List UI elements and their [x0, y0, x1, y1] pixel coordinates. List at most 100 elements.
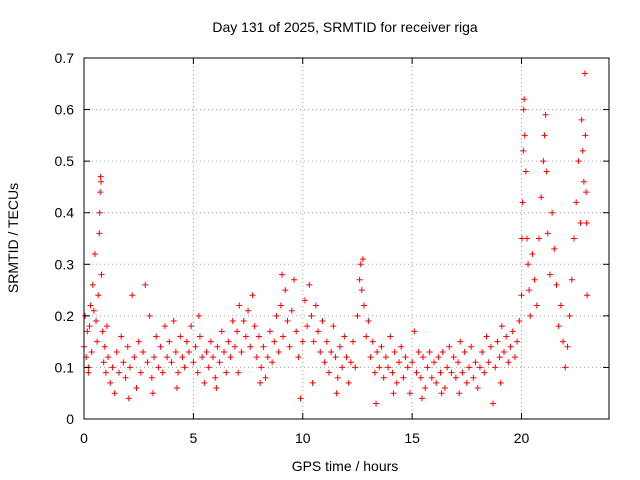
- data-point: [584, 292, 591, 299]
- data-point: [444, 364, 451, 371]
- data-point: [583, 220, 590, 227]
- data-point: [564, 343, 571, 350]
- data-point: [210, 354, 217, 361]
- data-point: [304, 323, 311, 330]
- data-point: [359, 256, 366, 263]
- data-point: [175, 369, 182, 376]
- data-point: [251, 323, 258, 330]
- data-point: [196, 333, 203, 340]
- data-point: [389, 369, 396, 376]
- axis-ticks: 0 0.1 0.2 0.3 0.4 0.5 0.6 0.7 0 5 10 15 20: [55, 50, 609, 446]
- data-point: [258, 364, 265, 371]
- data-point: [498, 323, 505, 330]
- data-point: [122, 374, 129, 381]
- data-point: [151, 354, 157, 361]
- data-point: [531, 276, 538, 283]
- data-point: [557, 302, 564, 309]
- data-point: [190, 359, 197, 366]
- data-point: [177, 333, 184, 340]
- data-point: [153, 333, 160, 340]
- data-point: [533, 302, 540, 309]
- data-point: [503, 333, 510, 340]
- data-point: [492, 364, 499, 371]
- data-point: [216, 359, 223, 366]
- data-point: [299, 338, 306, 345]
- data-point: [96, 209, 103, 216]
- data-point: [446, 343, 453, 350]
- data-point: [457, 338, 464, 345]
- data-point: [105, 354, 112, 361]
- data-point: [293, 328, 300, 335]
- data-point: [376, 364, 383, 371]
- data-point: [181, 364, 188, 371]
- data-point: [441, 385, 448, 392]
- data-point: [124, 343, 131, 350]
- data-point: [520, 106, 527, 113]
- data-point: [396, 359, 402, 366]
- data-point: [271, 338, 278, 345]
- data-point: [260, 343, 267, 350]
- data-point: [231, 343, 238, 350]
- data-point: [98, 178, 105, 185]
- data-point: [168, 359, 175, 366]
- data-point: [225, 338, 232, 345]
- data-point: [378, 343, 385, 350]
- data-point: [336, 343, 343, 350]
- chart-title: Day 131 of 2025, SRMTID for receiver rig…: [212, 19, 478, 35]
- data-point: [341, 333, 348, 340]
- y-axis-label: SRMTID / TECUs: [5, 183, 21, 293]
- data-point: [332, 354, 339, 361]
- data-point: [496, 354, 503, 361]
- data-point: [402, 354, 409, 361]
- data-point: [439, 348, 446, 355]
- data-point: [135, 338, 142, 345]
- data-point: [575, 158, 582, 165]
- data-point: [146, 312, 153, 319]
- data-point: [170, 318, 177, 325]
- data-point: [334, 374, 341, 381]
- data-point: [409, 359, 416, 366]
- data-point: [437, 369, 444, 376]
- data-point: [380, 374, 387, 381]
- y-tick-label: 0.7: [55, 50, 75, 66]
- data-point: [527, 312, 534, 319]
- data-point: [131, 354, 138, 361]
- data-point: [120, 359, 127, 366]
- data-point: [521, 96, 528, 103]
- data-point: [91, 250, 98, 257]
- data-point: [505, 359, 512, 366]
- data-point: [571, 235, 577, 242]
- data-point: [161, 323, 168, 330]
- data-point: [448, 369, 455, 376]
- data-point: [253, 354, 260, 361]
- data-point: [308, 312, 315, 319]
- data-point: [213, 385, 220, 392]
- data-point: [100, 359, 107, 366]
- data-point: [137, 369, 144, 376]
- data-point: [126, 364, 133, 371]
- data-point: [382, 354, 389, 361]
- data-point: [352, 364, 359, 371]
- data-point: [166, 338, 173, 345]
- y-tick-label: 0: [66, 411, 74, 427]
- data-point: [278, 271, 285, 278]
- data-point: [518, 235, 525, 242]
- data-point: [264, 354, 271, 361]
- data-point: [582, 132, 589, 139]
- data-point: [371, 369, 378, 376]
- data-point: [522, 168, 529, 175]
- data-point: [455, 359, 462, 366]
- data-point: [487, 343, 494, 350]
- data-points: [81, 70, 591, 407]
- data-point: [129, 292, 136, 299]
- data-point: [387, 333, 394, 340]
- data-point: [207, 338, 214, 345]
- x-tick-label: 0: [80, 430, 88, 446]
- data-point: [361, 302, 367, 309]
- data-point: [133, 385, 140, 392]
- data-point: [199, 354, 206, 361]
- data-point: [291, 276, 297, 283]
- data-point: [125, 395, 132, 402]
- data-point: [560, 338, 567, 345]
- data-point: [85, 369, 92, 376]
